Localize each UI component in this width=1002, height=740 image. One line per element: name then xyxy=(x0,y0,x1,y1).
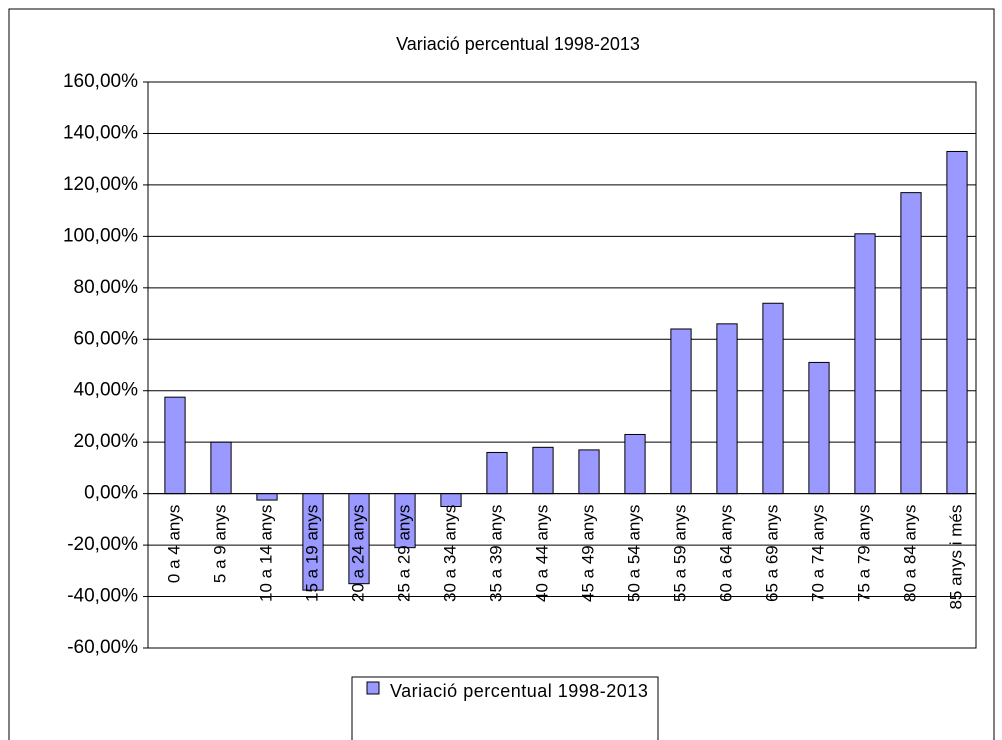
chart-title: Variació percentual 1998-2013 xyxy=(396,34,640,54)
x-tick-label: 65 a 69 anys xyxy=(762,505,781,602)
bar xyxy=(716,323,738,495)
bar xyxy=(854,233,876,495)
x-tick-label: 60 a 64 anys xyxy=(716,505,735,602)
x-tick-label: 85 anys i més xyxy=(946,505,965,610)
legend-box xyxy=(351,676,659,740)
plot-area xyxy=(147,81,977,649)
y-tick-label: 120,00% xyxy=(63,174,138,195)
x-tick-label: 35 a 39 anys xyxy=(486,505,505,602)
bar xyxy=(486,451,508,495)
x-tick-label: 25 a 29 anys xyxy=(394,505,413,602)
y-tick-label: -60,00% xyxy=(67,637,138,658)
bar xyxy=(578,449,600,495)
x-tick-label: 80 a 84 anys xyxy=(900,505,919,602)
bar xyxy=(256,493,278,501)
bar xyxy=(670,328,692,495)
bar xyxy=(164,396,186,495)
x-tick-label: 40 a 44 anys xyxy=(532,505,551,602)
x-tick-label: 20 a 24 anys xyxy=(348,505,367,602)
x-tick-label: 10 a 14 anys xyxy=(256,505,275,602)
x-tick-label: 50 a 54 anys xyxy=(624,505,643,602)
x-tick-label: 5 a 9 anys xyxy=(210,505,229,583)
bar xyxy=(210,441,232,495)
bar xyxy=(624,433,646,495)
bar xyxy=(532,446,554,495)
y-tick-label: 160,00% xyxy=(63,71,138,92)
x-tick-label: 15 a 19 anys xyxy=(302,505,321,602)
bar xyxy=(900,192,922,495)
x-tick-label: 45 a 49 anys xyxy=(578,505,597,602)
bar xyxy=(440,493,462,507)
y-tick-label: 20,00% xyxy=(74,431,139,452)
bar xyxy=(808,361,830,495)
y-tick-label: 140,00% xyxy=(63,122,138,143)
y-tick-label: 0,00% xyxy=(84,483,138,504)
y-tick-label: 60,00% xyxy=(74,328,139,349)
bar xyxy=(946,150,968,495)
y-tick-label: -20,00% xyxy=(67,534,138,555)
x-tick-label: 0 a 4 anys xyxy=(164,505,183,583)
y-tick-label: 40,00% xyxy=(74,380,139,401)
y-tick-label: 80,00% xyxy=(74,277,139,298)
x-tick-label: 75 a 79 anys xyxy=(854,505,873,602)
y-tick-label: -40,00% xyxy=(67,586,138,607)
y-tick-label: 100,00% xyxy=(63,225,138,246)
bar xyxy=(762,302,784,495)
x-tick-label: 30 a 34 anys xyxy=(440,505,459,602)
legend-label: Variació percentual 1998-2013 xyxy=(390,681,649,701)
x-tick-label: 70 a 74 anys xyxy=(808,505,827,602)
legend-swatch xyxy=(366,681,380,695)
x-tick-label: 55 a 59 anys xyxy=(670,505,689,602)
